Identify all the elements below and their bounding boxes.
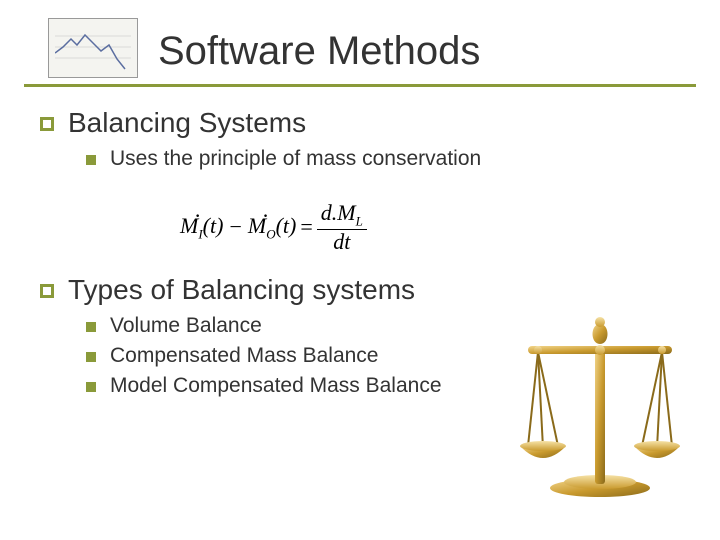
equation-term-m-out: · MO(t): [248, 213, 296, 242]
equation-term-m-in: · MI(t): [180, 213, 223, 242]
slide-header: Software Methods: [24, 0, 696, 87]
line-chart-icon: [55, 25, 131, 71]
slide-title: Software Methods: [158, 29, 480, 78]
subitem-list: Uses the principle of mass conservation: [40, 147, 680, 171]
filled-square-bullet-icon: [86, 352, 96, 362]
minus-operator: −: [223, 214, 247, 240]
list-item-text: Model Compensated Mass Balance: [110, 374, 442, 398]
section-heading: Types of Balancing systems: [68, 274, 415, 306]
fraction-denominator: dt: [329, 230, 354, 254]
list-item: Uses the principle of mass conservation: [86, 147, 680, 171]
filled-square-bullet-icon: [86, 155, 96, 165]
fraction: d.ML dt: [317, 201, 367, 254]
list-item-text: Compensated Mass Balance: [110, 344, 378, 368]
list-item-text: Volume Balance: [110, 314, 262, 338]
fraction-numerator: d.ML: [317, 201, 367, 230]
hollow-square-bullet-icon: [40, 284, 54, 298]
balance-scales-image: [510, 300, 690, 500]
section-heading: Balancing Systems: [68, 107, 306, 139]
dot-derivative-icon: ·: [262, 203, 269, 229]
list-item-text: Uses the principle of mass conservation: [110, 147, 481, 171]
filled-square-bullet-icon: [86, 382, 96, 392]
equals-operator: =: [296, 214, 316, 240]
mass-conservation-equation: · MI(t) − · MO(t) = d.ML dt: [40, 187, 680, 274]
filled-square-bullet-icon: [86, 322, 96, 332]
hollow-square-bullet-icon: [40, 117, 54, 131]
section-heading-row: Balancing Systems: [40, 107, 680, 139]
dot-derivative-icon: ·: [194, 203, 201, 229]
balance-scales-icon: [510, 300, 690, 500]
thumbnail-chart: [48, 18, 138, 78]
